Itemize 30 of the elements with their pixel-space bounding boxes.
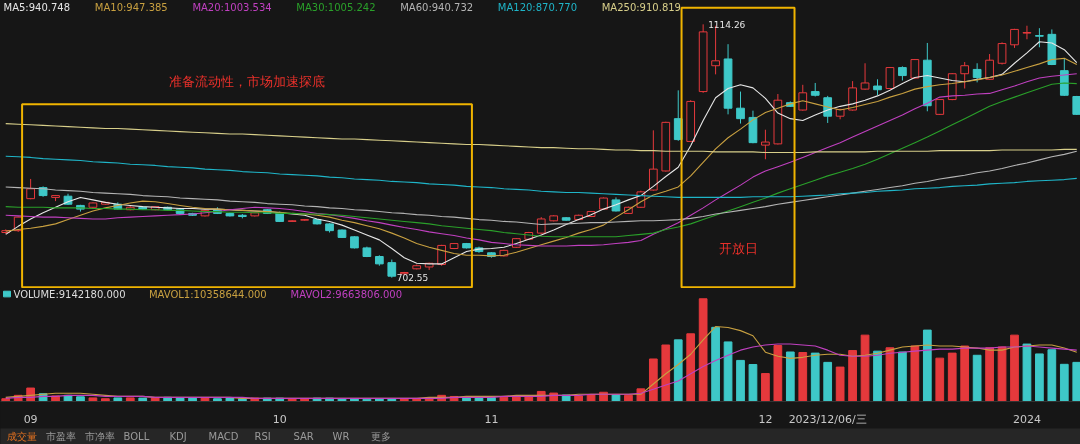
text: 更多 [370, 431, 391, 442]
text: MAVOL1:10358644.000 [148, 288, 267, 300]
text: MA250:910.819 [601, 1, 681, 13]
text: MAVOL2:9663806.000 [290, 288, 403, 300]
annotation: 准备流动性，市场加速探底 [169, 73, 326, 89]
text: 成交量 [6, 431, 37, 442]
text: MACD [208, 431, 239, 442]
text: MA30:1005.242 [296, 1, 376, 13]
text: BOLL [123, 431, 150, 442]
annotation: 开放日 [718, 240, 758, 256]
text: 市盈率 [45, 431, 76, 442]
annotation: 702.55 [396, 273, 429, 284]
x-tick-label: 10 [272, 412, 287, 426]
annotation: 1114.26 [708, 19, 746, 30]
text: KDJ [169, 431, 187, 442]
x-tick-label: 09 [23, 412, 38, 426]
text: MA120:870.770 [497, 1, 578, 13]
text: WR [332, 431, 350, 442]
text: MA60:940.732 [400, 1, 474, 13]
x-tick-label: 2024 [1012, 412, 1041, 426]
text: 市净率 [84, 431, 115, 442]
x-tick-label: 2023/12/06/三 [788, 412, 867, 426]
legend-label: VOLUME:9142180.000 [13, 288, 126, 300]
x-tick-label: 11 [484, 412, 499, 426]
text: MA20:1003.534 [192, 1, 272, 13]
text: MA10:947.385 [94, 1, 168, 13]
text: MA5:940.748 [3, 1, 71, 13]
text: SAR [293, 431, 314, 442]
x-tick-label: 12 [758, 412, 773, 426]
text: RSI [254, 431, 271, 442]
